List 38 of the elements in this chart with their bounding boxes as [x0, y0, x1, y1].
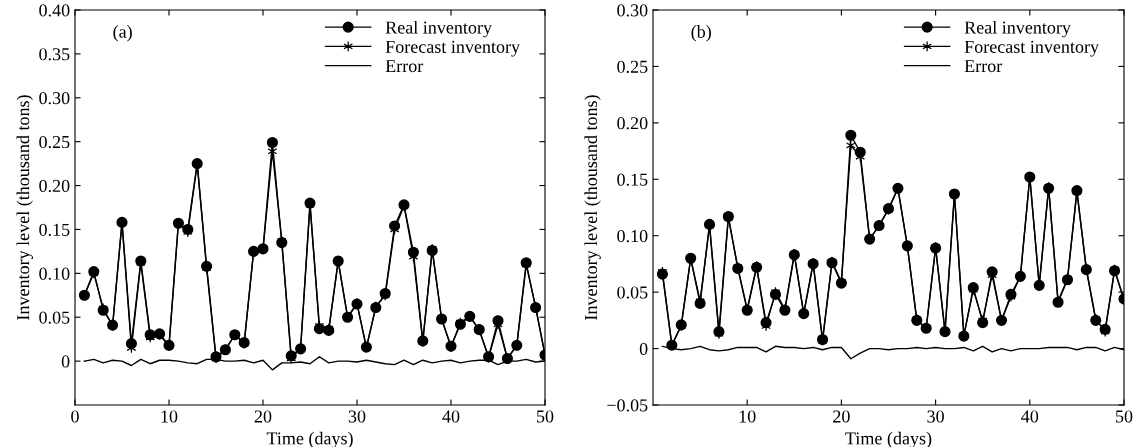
y-tick-label: 0: [61, 355, 70, 368]
y-axis-title: Inventory level (thousand tons): [584, 95, 601, 320]
legend-label: Forecast inventory: [385, 40, 520, 57]
x-tick-label: 40: [442, 410, 460, 423]
y-tick-label: 0.30: [617, 4, 648, 17]
y-tick-label: 0.10: [617, 229, 648, 243]
legend-label: Error: [964, 60, 1003, 73]
y-tick-label: 0.15: [39, 223, 70, 236]
x-tick-label: 10: [161, 410, 178, 423]
x-tick-label: 40: [1021, 410, 1039, 423]
legend-label: Error: [385, 60, 424, 73]
y-axis-title: Inventory level (thousand tons): [16, 95, 33, 320]
y-tick-label: 0.25: [617, 60, 648, 73]
annotation: (b): [691, 25, 711, 42]
x-tick-label: 20: [833, 410, 850, 423]
y-tick-label: 0.20: [39, 179, 70, 193]
x-tick-label: 30: [348, 410, 366, 423]
y-tick-label: 0.05: [39, 311, 70, 324]
y-tick-label: 0.25: [39, 135, 70, 149]
y-tick-label: 0.20: [617, 117, 648, 130]
y-tick-label: 0.05: [617, 286, 648, 299]
y-tick-label: 0.10: [39, 267, 70, 280]
x-tick-label: 10: [739, 410, 756, 423]
y-tick-label: 0.40: [39, 4, 70, 17]
y-tick-label: 0.35: [39, 48, 70, 61]
annotation: (a): [113, 25, 132, 42]
y-tick-label: 0: [639, 342, 648, 356]
legend-label: Forecast inventory: [964, 40, 1099, 57]
y-tick-label: −0.05: [607, 399, 648, 412]
x-tick-label: 30: [927, 410, 944, 423]
x-tick-label: 0: [71, 410, 79, 423]
x-tick-label: 50: [537, 410, 554, 423]
y-tick-label: 0.15: [617, 173, 648, 186]
legend-label: Real inventory: [964, 20, 1071, 38]
x-tick-label: 20: [254, 410, 272, 423]
x-tick-label: 50: [1116, 410, 1133, 423]
y-tick-label: 0.30: [39, 92, 70, 105]
legend-label: Real inventory: [385, 20, 492, 38]
